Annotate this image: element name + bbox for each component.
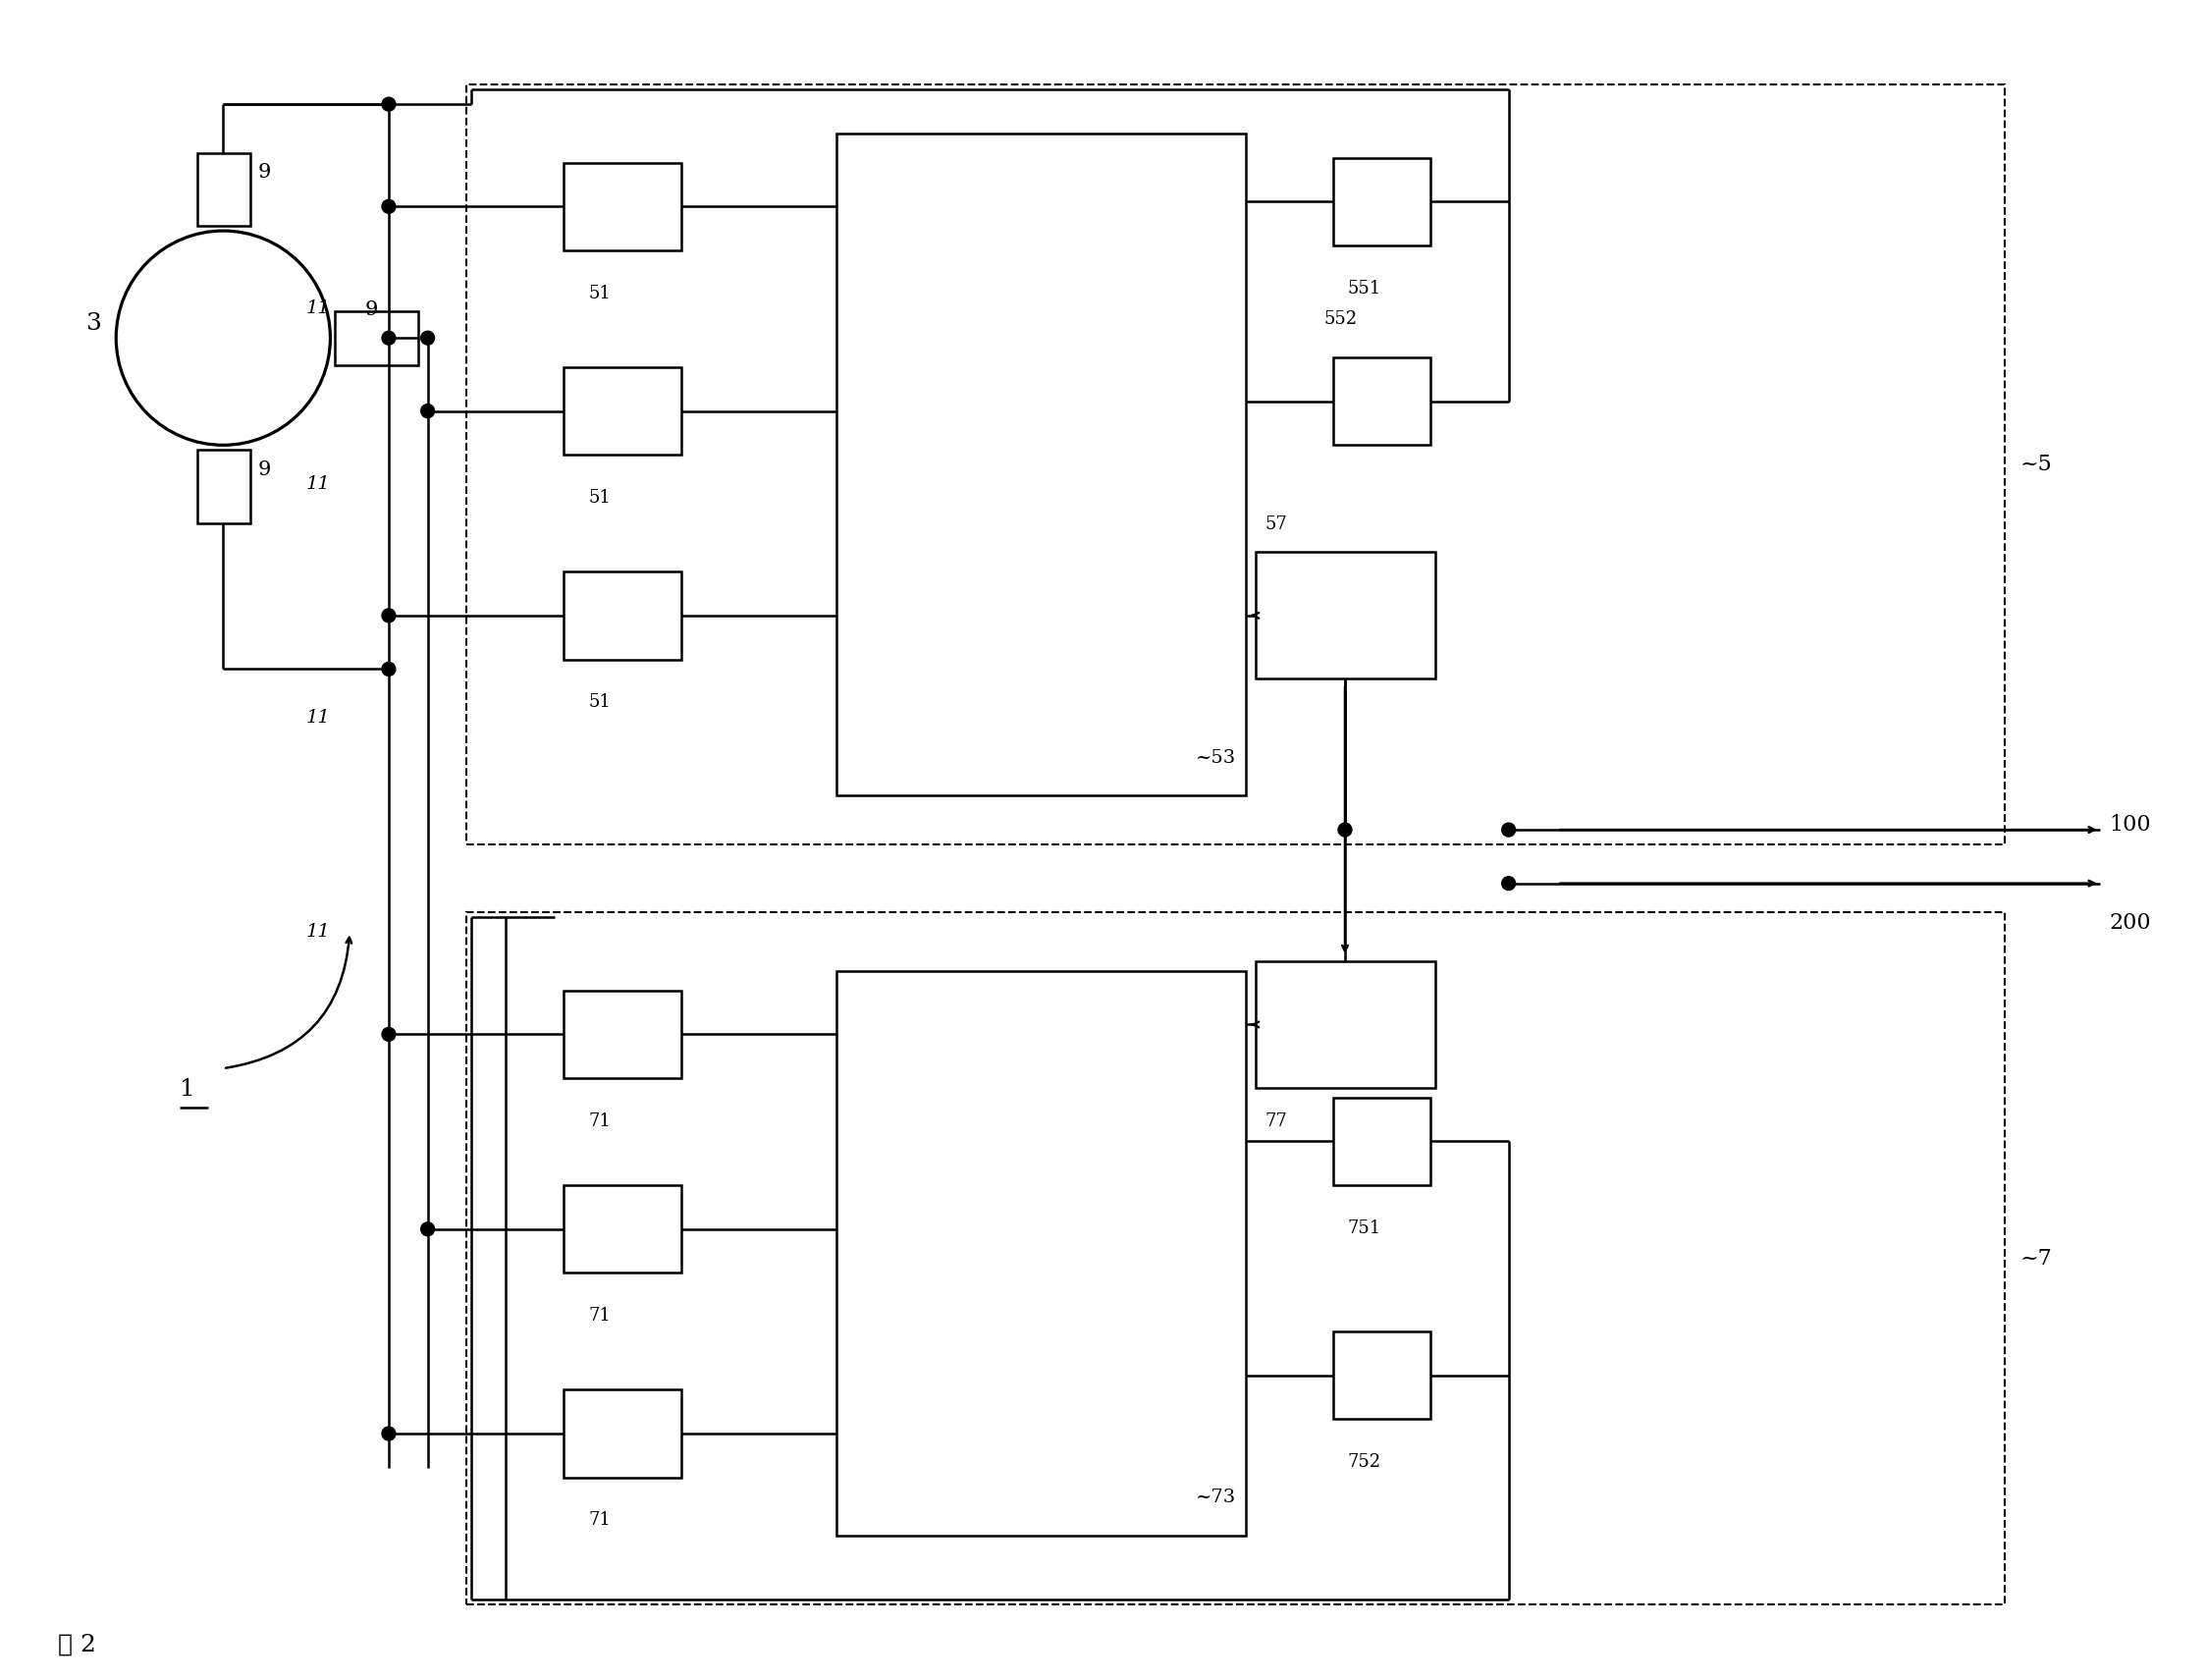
Text: 11: 11 — [307, 924, 331, 941]
Circle shape — [421, 331, 435, 344]
Text: 11: 11 — [307, 301, 331, 318]
Text: 3: 3 — [86, 312, 101, 334]
Text: ~73: ~73 — [1196, 1488, 1235, 1507]
Bar — [196, 450, 251, 522]
Bar — [1332, 1097, 1432, 1186]
Circle shape — [1502, 823, 1516, 837]
Bar — [196, 153, 251, 225]
Bar — [1332, 1331, 1432, 1420]
Text: 51: 51 — [589, 694, 611, 711]
Bar — [565, 1186, 682, 1273]
Text: 9: 9 — [364, 301, 377, 319]
Bar — [1255, 553, 1436, 679]
Circle shape — [382, 331, 395, 344]
Bar — [836, 971, 1246, 1536]
Text: 71: 71 — [589, 1307, 611, 1324]
Text: 9: 9 — [258, 163, 271, 181]
Circle shape — [1502, 877, 1516, 890]
Text: 图 2: 图 2 — [57, 1633, 95, 1656]
Circle shape — [382, 200, 395, 213]
Circle shape — [382, 97, 395, 111]
Bar — [565, 163, 682, 250]
Text: 200: 200 — [2109, 912, 2151, 934]
Text: 552: 552 — [1324, 311, 1357, 328]
Text: 551: 551 — [1348, 279, 1381, 297]
Text: 71: 71 — [589, 1512, 611, 1529]
Bar — [565, 1389, 682, 1477]
Text: 11: 11 — [307, 475, 331, 492]
Text: 71: 71 — [589, 1112, 611, 1131]
Text: 57: 57 — [1264, 516, 1288, 533]
Bar — [335, 312, 417, 365]
Circle shape — [421, 405, 435, 418]
Text: 11: 11 — [307, 709, 331, 727]
Circle shape — [382, 608, 395, 622]
Bar — [565, 991, 682, 1079]
Bar — [565, 368, 682, 455]
Circle shape — [382, 662, 395, 675]
Bar — [468, 912, 2005, 1604]
Text: 752: 752 — [1348, 1453, 1381, 1470]
Text: 9: 9 — [258, 460, 271, 479]
Text: ~53: ~53 — [1196, 749, 1235, 766]
Bar — [1332, 158, 1432, 245]
Text: 751: 751 — [1348, 1220, 1381, 1236]
Text: 77: 77 — [1264, 1112, 1288, 1131]
Bar — [1332, 358, 1432, 445]
Text: 51: 51 — [589, 284, 611, 302]
Text: ~7: ~7 — [2021, 1248, 2052, 1268]
Circle shape — [1339, 823, 1352, 837]
Text: ~5: ~5 — [2021, 454, 2052, 475]
Circle shape — [382, 1028, 395, 1042]
Bar — [565, 571, 682, 659]
Text: 51: 51 — [589, 489, 611, 507]
Text: 1: 1 — [179, 1079, 194, 1100]
Bar — [836, 133, 1246, 796]
Circle shape — [421, 1223, 435, 1236]
Circle shape — [382, 1426, 395, 1440]
Text: 100: 100 — [2109, 815, 2151, 835]
Bar — [1255, 961, 1436, 1089]
Bar — [468, 84, 2005, 845]
